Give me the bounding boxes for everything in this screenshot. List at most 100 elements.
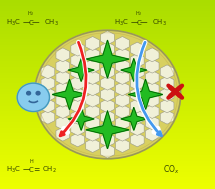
- Polygon shape: [131, 110, 144, 124]
- Polygon shape: [56, 59, 70, 73]
- Polygon shape: [160, 88, 174, 101]
- Polygon shape: [121, 59, 147, 81]
- Polygon shape: [56, 105, 70, 119]
- Text: C: C: [29, 167, 34, 173]
- Polygon shape: [86, 59, 100, 73]
- Polygon shape: [56, 48, 70, 62]
- Polygon shape: [41, 99, 55, 113]
- Text: =: =: [33, 166, 39, 175]
- Polygon shape: [86, 36, 100, 50]
- Polygon shape: [71, 99, 84, 113]
- Polygon shape: [86, 127, 100, 141]
- Polygon shape: [115, 139, 129, 153]
- Polygon shape: [101, 88, 114, 101]
- Text: H$_3$C: H$_3$C: [6, 165, 22, 175]
- Polygon shape: [101, 110, 114, 124]
- FancyArrowPatch shape: [60, 42, 86, 136]
- Polygon shape: [71, 65, 84, 79]
- Polygon shape: [71, 110, 84, 124]
- Polygon shape: [131, 88, 144, 101]
- Polygon shape: [160, 110, 174, 124]
- Polygon shape: [71, 76, 84, 90]
- Polygon shape: [145, 127, 159, 141]
- Text: —: —: [139, 18, 147, 27]
- Circle shape: [27, 91, 31, 95]
- Polygon shape: [131, 42, 144, 56]
- Polygon shape: [115, 116, 129, 130]
- FancyArrowPatch shape: [137, 42, 161, 136]
- Polygon shape: [101, 133, 114, 147]
- Polygon shape: [68, 59, 94, 81]
- Polygon shape: [86, 93, 100, 107]
- Polygon shape: [41, 88, 55, 101]
- Polygon shape: [115, 59, 129, 73]
- Polygon shape: [145, 82, 159, 96]
- Polygon shape: [86, 82, 100, 96]
- Polygon shape: [160, 99, 174, 113]
- Polygon shape: [56, 70, 70, 84]
- Polygon shape: [52, 79, 87, 110]
- Polygon shape: [160, 65, 174, 79]
- Polygon shape: [68, 108, 94, 130]
- Text: H$_3$C: H$_3$C: [114, 18, 129, 28]
- Text: H: H: [29, 159, 33, 163]
- Polygon shape: [145, 48, 159, 62]
- Circle shape: [34, 30, 181, 159]
- Polygon shape: [56, 82, 70, 96]
- Polygon shape: [101, 42, 114, 56]
- Polygon shape: [101, 144, 114, 158]
- Polygon shape: [131, 133, 144, 147]
- Circle shape: [17, 83, 49, 112]
- FancyArrowPatch shape: [62, 42, 86, 134]
- Polygon shape: [115, 82, 129, 96]
- Polygon shape: [86, 40, 129, 78]
- Polygon shape: [145, 105, 159, 119]
- Polygon shape: [41, 76, 55, 90]
- Polygon shape: [86, 116, 100, 130]
- Text: CH$_3$: CH$_3$: [44, 18, 59, 28]
- Text: C: C: [136, 20, 141, 26]
- Polygon shape: [131, 122, 144, 136]
- Polygon shape: [145, 116, 159, 130]
- Text: H$_2$: H$_2$: [135, 9, 143, 18]
- Polygon shape: [86, 70, 100, 84]
- Polygon shape: [86, 48, 100, 62]
- Text: —: —: [23, 18, 31, 27]
- Polygon shape: [101, 53, 114, 67]
- Text: —: —: [23, 166, 31, 175]
- Polygon shape: [41, 65, 55, 79]
- Polygon shape: [86, 111, 129, 149]
- Text: —: —: [131, 18, 138, 27]
- Polygon shape: [71, 122, 84, 136]
- Polygon shape: [128, 79, 163, 110]
- Polygon shape: [101, 122, 114, 136]
- Polygon shape: [115, 36, 129, 50]
- FancyArrowPatch shape: [137, 42, 160, 134]
- Text: —: —: [32, 18, 39, 27]
- Text: H$_3$C: H$_3$C: [6, 18, 22, 28]
- Polygon shape: [71, 133, 84, 147]
- Polygon shape: [86, 139, 100, 153]
- Polygon shape: [145, 93, 159, 107]
- Polygon shape: [56, 93, 70, 107]
- Polygon shape: [115, 127, 129, 141]
- Polygon shape: [131, 99, 144, 113]
- Polygon shape: [71, 42, 84, 56]
- Polygon shape: [101, 31, 114, 45]
- Text: H$_2$: H$_2$: [27, 9, 35, 18]
- Polygon shape: [86, 105, 100, 119]
- Polygon shape: [115, 48, 129, 62]
- Text: C: C: [29, 20, 34, 26]
- Polygon shape: [101, 99, 114, 113]
- Polygon shape: [145, 70, 159, 84]
- Polygon shape: [56, 116, 70, 130]
- Polygon shape: [71, 53, 84, 67]
- Text: CO$_x$: CO$_x$: [163, 164, 180, 176]
- Text: CH$_2$: CH$_2$: [42, 165, 57, 175]
- Polygon shape: [131, 76, 144, 90]
- Polygon shape: [160, 76, 174, 90]
- Polygon shape: [145, 59, 159, 73]
- Polygon shape: [131, 53, 144, 67]
- Polygon shape: [101, 76, 114, 90]
- Polygon shape: [115, 93, 129, 107]
